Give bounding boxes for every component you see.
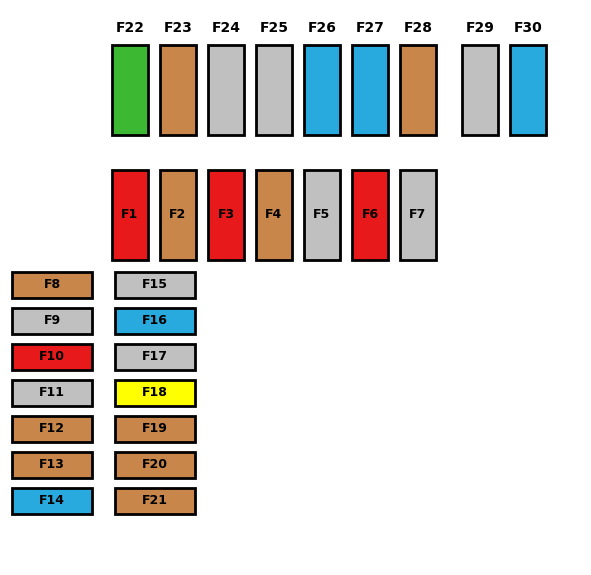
Text: F14: F14 [39, 494, 65, 508]
Text: F30: F30 [514, 21, 543, 35]
Text: F1: F1 [121, 209, 139, 221]
Text: F27: F27 [356, 21, 384, 35]
Text: F29: F29 [466, 21, 495, 35]
FancyBboxPatch shape [400, 45, 436, 135]
FancyBboxPatch shape [510, 45, 546, 135]
FancyBboxPatch shape [12, 380, 92, 406]
Text: F5: F5 [313, 209, 330, 221]
FancyBboxPatch shape [12, 308, 92, 334]
Text: F18: F18 [142, 386, 168, 400]
Text: F22: F22 [115, 21, 145, 35]
Text: F3: F3 [217, 209, 235, 221]
Text: F4: F4 [265, 209, 282, 221]
Text: F10: F10 [39, 351, 65, 363]
FancyBboxPatch shape [160, 45, 196, 135]
Text: F2: F2 [170, 209, 187, 221]
Text: F6: F6 [362, 209, 379, 221]
FancyBboxPatch shape [112, 170, 148, 260]
FancyBboxPatch shape [112, 45, 148, 135]
Text: F24: F24 [212, 21, 241, 35]
FancyBboxPatch shape [400, 170, 436, 260]
Text: F13: F13 [39, 458, 65, 472]
FancyBboxPatch shape [12, 344, 92, 370]
FancyBboxPatch shape [352, 170, 388, 260]
Text: F17: F17 [142, 351, 168, 363]
FancyBboxPatch shape [160, 170, 196, 260]
Text: F25: F25 [259, 21, 288, 35]
Text: F20: F20 [142, 458, 168, 472]
Text: F8: F8 [43, 278, 60, 292]
FancyBboxPatch shape [115, 452, 195, 478]
Text: F23: F23 [164, 21, 193, 35]
FancyBboxPatch shape [208, 45, 244, 135]
Text: F16: F16 [142, 315, 168, 328]
FancyBboxPatch shape [12, 452, 92, 478]
Text: F12: F12 [39, 423, 65, 435]
Text: F19: F19 [142, 423, 168, 435]
Text: F9: F9 [43, 315, 60, 328]
FancyBboxPatch shape [12, 488, 92, 514]
FancyBboxPatch shape [115, 380, 195, 406]
FancyBboxPatch shape [462, 45, 498, 135]
FancyBboxPatch shape [256, 45, 292, 135]
FancyBboxPatch shape [115, 308, 195, 334]
FancyBboxPatch shape [12, 416, 92, 442]
Text: F21: F21 [142, 494, 168, 508]
FancyBboxPatch shape [115, 488, 195, 514]
Text: F26: F26 [307, 21, 336, 35]
FancyBboxPatch shape [256, 170, 292, 260]
FancyBboxPatch shape [115, 272, 195, 298]
FancyBboxPatch shape [115, 416, 195, 442]
FancyBboxPatch shape [208, 170, 244, 260]
FancyBboxPatch shape [352, 45, 388, 135]
FancyBboxPatch shape [115, 344, 195, 370]
FancyBboxPatch shape [304, 170, 340, 260]
Text: F7: F7 [410, 209, 427, 221]
Text: F11: F11 [39, 386, 65, 400]
FancyBboxPatch shape [304, 45, 340, 135]
FancyBboxPatch shape [12, 272, 92, 298]
Text: F15: F15 [142, 278, 168, 292]
Text: F28: F28 [404, 21, 433, 35]
